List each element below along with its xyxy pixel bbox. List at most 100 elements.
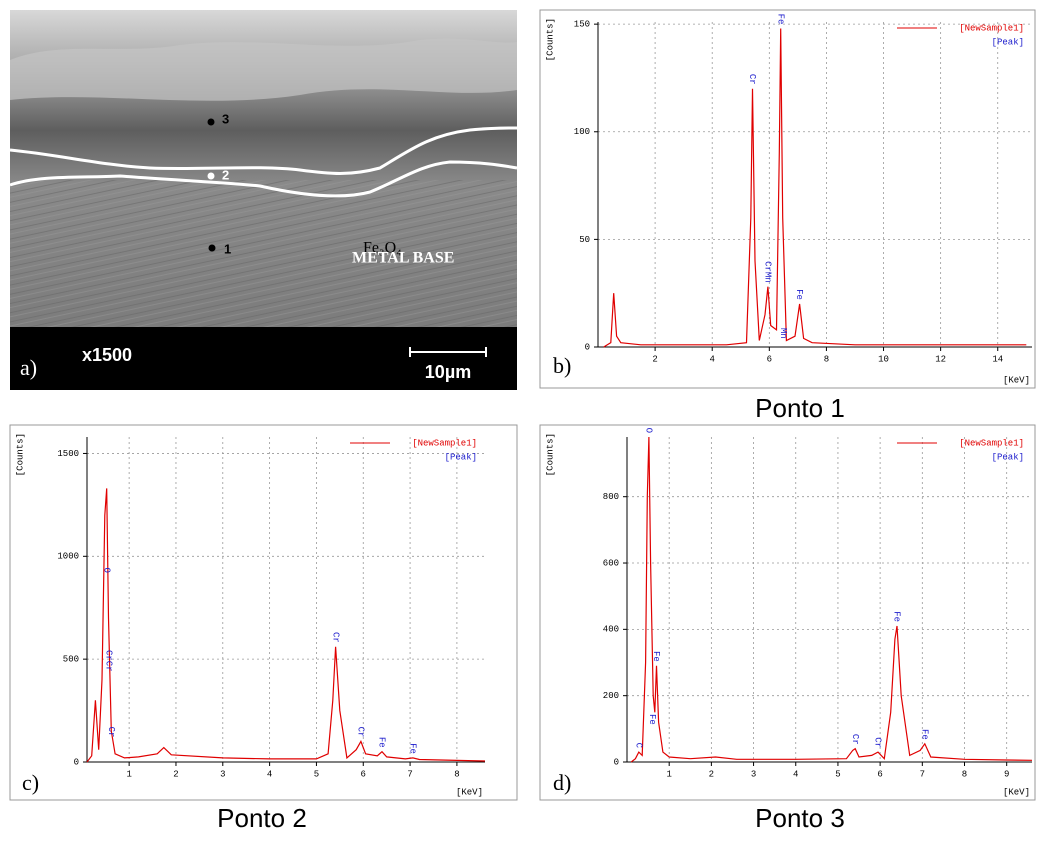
peak-label: Cr — [873, 737, 883, 748]
x-tick-label: 6 — [877, 769, 882, 779]
spectrum-line — [86, 488, 486, 763]
peak-label: Fe — [892, 611, 902, 622]
spectrum-panel: 1 2 3 4 5 6 7 8 0 500 1000 1500 [NewSample1] [Peak] O C… — [9, 424, 518, 833]
x-tick-label: 5 — [835, 769, 840, 779]
y-tick-label: 100 — [574, 127, 590, 137]
legend-label: [Peak] — [992, 452, 1024, 462]
y-tick-label: 500 — [63, 655, 79, 665]
y-tick-label: 0 — [585, 342, 590, 352]
peak-label: Fe — [651, 651, 661, 662]
panel-frame — [9, 424, 518, 801]
spectrum-panel: 2 4 6 8 10 12 14 0 50 100 150 [NewSample1] [Peak] Cr F… — [539, 9, 1036, 423]
y-tick-label: 0 — [74, 757, 79, 767]
layer-boundary — [9, 126, 518, 175]
scale-bar-label: 10µm — [425, 362, 471, 382]
point-marker — [207, 172, 215, 180]
x-tick-label: 2 — [709, 769, 714, 779]
point-label: 1 — [224, 241, 231, 256]
x-axis-label: [KeV] — [1003, 787, 1030, 797]
peak-label: O — [644, 428, 654, 433]
x-tick-label: 4 — [793, 769, 798, 779]
x-axis-label: [KeV] — [456, 787, 483, 797]
x-tick-label: 1 — [126, 769, 131, 779]
region-label: METAL BASE — [352, 250, 454, 267]
x-tick-label: 12 — [935, 354, 946, 364]
y-axis-label: [Counts] — [545, 18, 555, 61]
peak-label: Fe — [377, 737, 387, 748]
panel-frame — [539, 9, 1036, 389]
x-tick-label: 4 — [267, 769, 272, 779]
peak-label: Fe — [919, 729, 929, 740]
peak-label: Cr — [356, 727, 366, 738]
peak-label: Cr — [330, 632, 340, 643]
point-label: 3 — [222, 111, 229, 126]
x-tick-label: 14 — [992, 354, 1003, 364]
y-tick-label: 1500 — [57, 449, 79, 459]
peak-label: Mn — [778, 328, 788, 339]
y-tick-label: 400 — [603, 625, 619, 635]
peak-label: CrMn — [763, 261, 773, 283]
x-tick-label: 3 — [220, 769, 225, 779]
sem-image: 3 2 1 Fe₃O₄ METAL BASE a) x1500 10µm — [9, 10, 518, 390]
panel-label: a) — [20, 355, 37, 380]
phase-label: Fe₃O₄ — [363, 240, 402, 257]
caption: Ponto 1 — [755, 393, 845, 423]
info-bar — [10, 327, 517, 390]
point-marker — [207, 118, 215, 126]
peak-label: CrCr — [104, 650, 114, 672]
peak-label: O — [101, 567, 111, 572]
x-tick-label: 7 — [920, 769, 925, 779]
x-tick-label: 8 — [824, 354, 829, 364]
legend-label: [NewSample1] — [959, 438, 1024, 448]
caption: Ponto 3 — [755, 803, 845, 833]
y-axis-label: [Counts] — [545, 433, 555, 476]
legend-label: [Peak] — [992, 37, 1024, 47]
layer-boundary — [9, 160, 518, 198]
y-tick-label: 150 — [574, 20, 590, 30]
spectrum-panel: 1 2 3 4 5 6 7 8 9 0 200 400 600 800 [NewSample1] [Peak]… — [539, 424, 1036, 833]
legend-label: [Peak] — [445, 452, 477, 462]
metal-texture — [10, 180, 517, 327]
peak-label: Fe — [794, 289, 804, 300]
x-tick-label: 9 — [1004, 769, 1009, 779]
x-tick-label: 1 — [666, 769, 671, 779]
spectrum-line — [603, 28, 1027, 348]
peak-label: C — [633, 743, 643, 749]
point-label: 2 — [222, 167, 229, 182]
y-tick-label: 200 — [603, 691, 619, 701]
peak-label: Fe — [775, 14, 785, 25]
point-marker — [208, 244, 216, 252]
panel-label: b) — [553, 353, 571, 378]
magnification: x1500 — [82, 345, 132, 365]
x-tick-label: 6 — [361, 769, 366, 779]
y-axis-label: [Counts] — [15, 433, 25, 476]
peak-label: Cr — [106, 727, 116, 738]
surface-layer — [10, 38, 517, 101]
peak-label: Cr — [850, 734, 860, 745]
x-tick-label: 7 — [407, 769, 412, 779]
x-tick-label: 3 — [751, 769, 756, 779]
panel-frame — [539, 424, 1036, 801]
panel-label: c) — [22, 770, 39, 795]
peak-label: Fe — [408, 743, 418, 754]
x-tick-label: 5 — [314, 769, 319, 779]
x-tick-label: 2 — [173, 769, 178, 779]
x-tick-label: 8 — [962, 769, 967, 779]
panel-label: d) — [553, 770, 571, 795]
y-tick-label: 800 — [603, 492, 619, 502]
caption: Ponto 2 — [217, 803, 307, 833]
legend-label: [NewSample1] — [959, 23, 1024, 33]
x-tick-label: 4 — [710, 354, 715, 364]
peak-label: Fe — [647, 714, 657, 725]
spectrum-line — [630, 436, 1033, 763]
x-tick-label: 8 — [454, 769, 459, 779]
peak-label: Cr — [747, 74, 757, 85]
y-tick-label: 1000 — [57, 552, 79, 562]
x-tick-label: 6 — [767, 354, 772, 364]
x-tick-label: 2 — [652, 354, 657, 364]
legend-label: [NewSample1] — [412, 438, 477, 448]
x-tick-label: 10 — [878, 354, 889, 364]
y-tick-label: 50 — [579, 235, 590, 245]
